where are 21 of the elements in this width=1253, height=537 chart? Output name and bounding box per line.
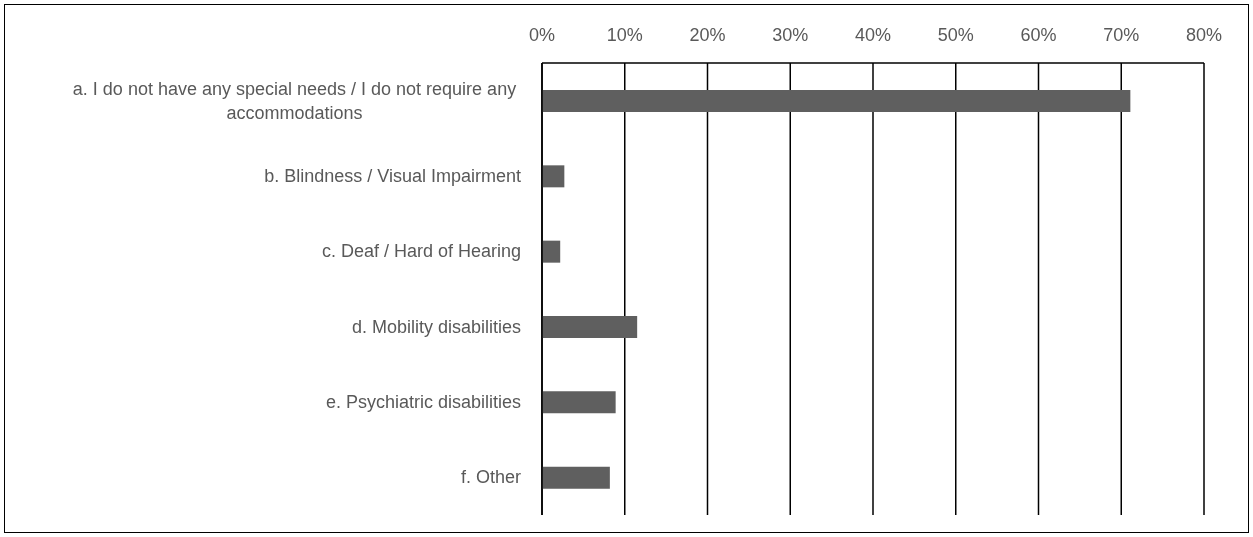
x-tick-label: 40% bbox=[854, 25, 892, 45]
y-tick-label: a. I do not have any special needs / I do not require any accommodations bbox=[71, 77, 518, 125]
x-tick-label: 60% bbox=[1020, 25, 1057, 45]
y-tick-label: f. Other bbox=[460, 466, 521, 490]
bar bbox=[542, 466, 610, 489]
x-tick-label: 30% bbox=[772, 25, 809, 45]
y-tick-label: c. Deaf / Hard of Hearing bbox=[321, 240, 521, 264]
bar bbox=[542, 90, 1131, 112]
bar bbox=[542, 316, 638, 338]
x-tick-label: 70% bbox=[1103, 25, 1140, 45]
x-tick-label: 0% bbox=[528, 25, 556, 45]
x-tick-label: 50% bbox=[937, 25, 974, 45]
bar bbox=[542, 165, 565, 188]
x-tick-label: 10% bbox=[606, 25, 643, 45]
x-tick-label: 80% bbox=[1185, 25, 1223, 45]
y-tick-label: b. Blindness / Visual Impairment bbox=[264, 165, 521, 188]
bar bbox=[542, 240, 561, 263]
y-tick-label: e. Psychiatric disabilities bbox=[325, 391, 521, 414]
x-tick-label: 20% bbox=[689, 25, 726, 45]
y-tick-label: d. Mobility disabilities bbox=[351, 315, 521, 339]
bar bbox=[542, 391, 616, 414]
